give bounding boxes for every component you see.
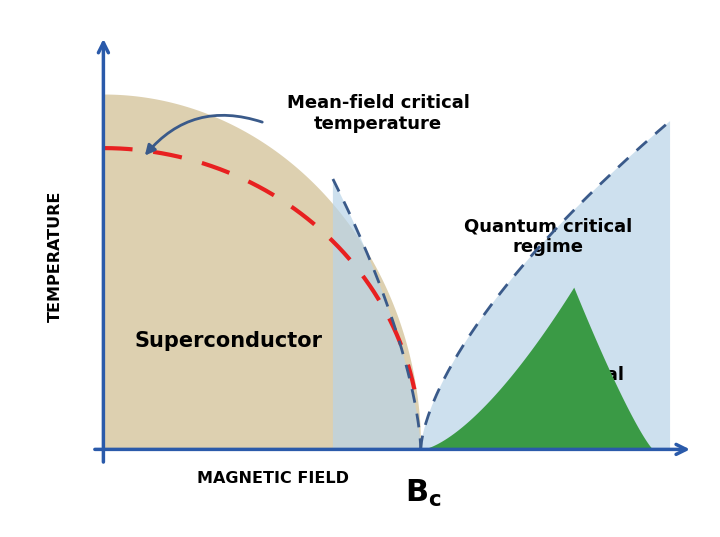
Text: Mean-field critical
temperature: Mean-field critical temperature	[287, 94, 469, 133]
Text: Normal
metal: Normal metal	[552, 366, 624, 405]
Polygon shape	[333, 121, 670, 449]
Text: $\mathbf{B}_\mathbf{c}$: $\mathbf{B}_\mathbf{c}$	[405, 477, 442, 509]
Text: Quantum critical
regime: Quantum critical regime	[464, 217, 632, 256]
Text: Superconductor: Superconductor	[134, 331, 322, 351]
Text: MAGNETIC FIELD: MAGNETIC FIELD	[197, 471, 349, 486]
Text: TEMPERATURE: TEMPERATURE	[48, 191, 63, 322]
